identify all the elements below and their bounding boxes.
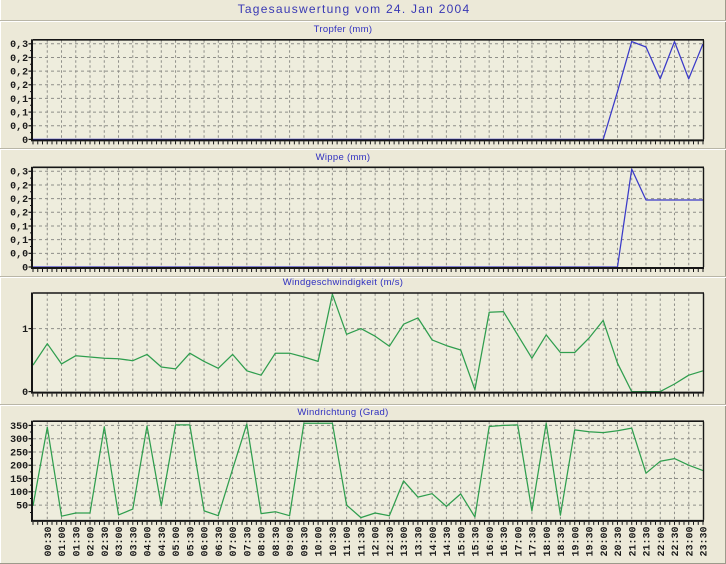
svg-text:Windrichtung (Grad): Windrichtung (Grad)	[297, 407, 388, 418]
svg-text:350: 350	[10, 422, 28, 433]
svg-text:0,1: 0,1	[10, 222, 28, 233]
svg-text:0,0: 0,0	[10, 122, 28, 133]
svg-text:0,1: 0,1	[10, 236, 28, 247]
svg-text:10:30: 10:30	[329, 526, 340, 556]
svg-text:01:00: 01:00	[58, 526, 69, 556]
svg-text:07:30: 07:30	[243, 526, 254, 556]
svg-text:200: 200	[10, 462, 28, 473]
svg-text:0: 0	[22, 263, 28, 274]
svg-text:0,3: 0,3	[10, 168, 28, 179]
svg-text:06:30: 06:30	[215, 526, 226, 556]
svg-text:19:30: 19:30	[586, 526, 597, 556]
svg-text:03:30: 03:30	[129, 526, 140, 556]
svg-text:12:00: 12:00	[372, 526, 383, 556]
svg-text:21:30: 21:30	[643, 526, 654, 556]
svg-text:03:00: 03:00	[115, 526, 126, 556]
svg-text:20:00: 20:00	[600, 526, 611, 556]
svg-text:18:30: 18:30	[557, 526, 568, 556]
svg-text:10:00: 10:00	[315, 526, 326, 556]
svg-text:00:30: 00:30	[44, 526, 55, 556]
svg-text:02:00: 02:00	[87, 526, 98, 556]
svg-text:09:30: 09:30	[300, 526, 311, 556]
svg-text:1: 1	[22, 325, 28, 336]
svg-text:11:30: 11:30	[357, 526, 368, 556]
svg-text:02:30: 02:30	[101, 526, 112, 556]
svg-text:300: 300	[10, 435, 28, 446]
svg-text:0: 0	[22, 136, 28, 147]
svg-text:21:00: 21:00	[628, 526, 639, 556]
svg-text:100: 100	[10, 488, 28, 499]
svg-text:23:00: 23:00	[685, 526, 696, 556]
svg-text:15:00: 15:00	[457, 526, 468, 556]
svg-text:0,2: 0,2	[10, 81, 28, 92]
svg-text:08:30: 08:30	[272, 526, 283, 556]
svg-text:Tropfer (mm): Tropfer (mm)	[314, 24, 373, 35]
svg-text:22:00: 22:00	[657, 526, 668, 556]
svg-text:0: 0	[22, 388, 28, 399]
svg-text:01:30: 01:30	[72, 526, 83, 556]
svg-text:23:30: 23:30	[700, 526, 711, 556]
svg-text:0,2: 0,2	[10, 195, 28, 206]
svg-text:11:00: 11:00	[343, 526, 354, 556]
svg-text:0,0: 0,0	[10, 250, 28, 261]
svg-text:0,1: 0,1	[10, 108, 28, 119]
svg-text:19:00: 19:00	[571, 526, 582, 556]
svg-text:50: 50	[16, 501, 28, 512]
svg-text:16:00: 16:00	[486, 526, 497, 556]
svg-text:20:30: 20:30	[614, 526, 625, 556]
svg-text:17:30: 17:30	[529, 526, 540, 556]
svg-text:0,2: 0,2	[10, 181, 28, 192]
svg-text:18:00: 18:00	[543, 526, 554, 556]
svg-text:Wippe (mm): Wippe (mm)	[316, 152, 371, 163]
svg-text:Windgeschwindigkeit (m/s): Windgeschwindigkeit (m/s)	[283, 277, 403, 288]
svg-text:07:00: 07:00	[229, 526, 240, 556]
svg-text:09:00: 09:00	[286, 526, 297, 556]
svg-text:250: 250	[10, 448, 28, 459]
svg-text:04:00: 04:00	[144, 526, 155, 556]
svg-text:15:30: 15:30	[472, 526, 483, 556]
svg-text:0,1: 0,1	[10, 95, 28, 106]
svg-text:0,2: 0,2	[10, 54, 28, 65]
svg-text:04:30: 04:30	[158, 526, 169, 556]
svg-text:0,2: 0,2	[10, 209, 28, 220]
svg-text:13:00: 13:00	[400, 526, 411, 556]
svg-text:14:30: 14:30	[443, 526, 454, 556]
svg-text:Tagesauswertung vom 24. Jan 20: Tagesauswertung vom 24. Jan 2004	[238, 2, 471, 16]
svg-text:22:30: 22:30	[671, 526, 682, 556]
svg-text:150: 150	[10, 475, 28, 486]
svg-text:08:00: 08:00	[258, 526, 269, 556]
svg-text:12:30: 12:30	[386, 526, 397, 556]
svg-text:16:30: 16:30	[500, 526, 511, 556]
svg-text:05:30: 05:30	[186, 526, 197, 556]
svg-text:06:00: 06:00	[201, 526, 212, 556]
svg-text:14:00: 14:00	[429, 526, 440, 556]
svg-text:0,2: 0,2	[10, 68, 28, 79]
svg-text:17:00: 17:00	[514, 526, 525, 556]
svg-text:13:30: 13:30	[414, 526, 425, 556]
svg-text:0,3: 0,3	[10, 40, 28, 51]
svg-text:05:00: 05:00	[172, 526, 183, 556]
